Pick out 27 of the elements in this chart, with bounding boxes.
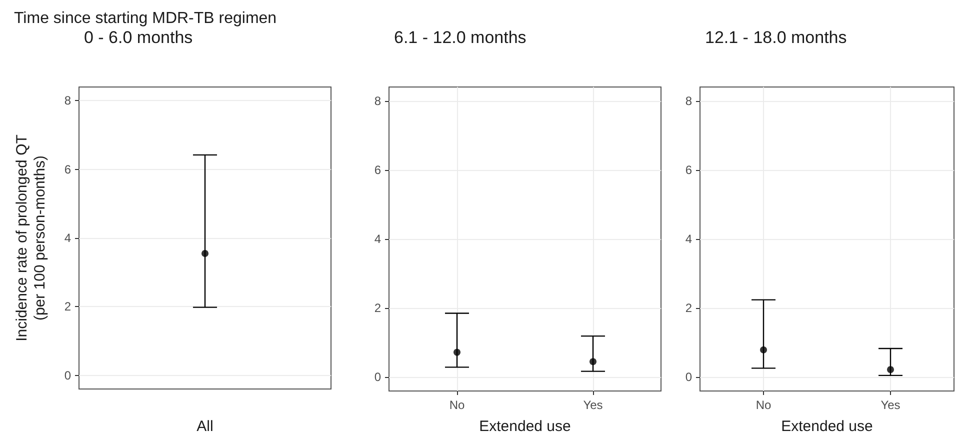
y-tick-label: 4 xyxy=(374,232,382,246)
x-axis-title: All xyxy=(196,418,214,435)
y-tick-label: 2 xyxy=(685,301,692,316)
y-tick-label: 0 xyxy=(374,370,382,384)
y-tick-label: 8 xyxy=(374,94,382,108)
y-tick-label: 2 xyxy=(374,301,382,316)
y-axis-title: Incidence rate of prolonged QT (per 100 person-months) xyxy=(14,134,48,342)
y-tick-label: 6 xyxy=(374,162,382,177)
y-tick-label: 8 xyxy=(64,94,72,108)
chart-title: 12.1 - 18.0 months xyxy=(705,28,847,47)
x-tick-label: No xyxy=(756,398,772,412)
chart-title: 6.1 - 12.0 months xyxy=(394,28,526,47)
y-tick-label: 2 xyxy=(64,300,72,314)
text: Time since starting MDR-TB regimen xyxy=(14,10,277,28)
chart-title: 0 - 6.0 months xyxy=(84,28,193,47)
y-tick-label: 4 xyxy=(685,232,692,246)
y-tick-label: 6 xyxy=(685,162,692,177)
x-axis-title: Extended use xyxy=(479,418,571,435)
y-tick-label: 0 xyxy=(685,370,692,384)
y-tick-label: 0 xyxy=(64,368,72,382)
y-tick-label: 4 xyxy=(64,231,72,245)
x-tick-label: Yes xyxy=(583,398,603,412)
x-axis-title: Extended use xyxy=(781,418,873,435)
x-tick-label: Yes xyxy=(880,398,900,412)
y-tick-label: 8 xyxy=(685,94,692,108)
x-tick-label: No xyxy=(449,398,465,412)
y-tick-label: 6 xyxy=(64,162,72,176)
